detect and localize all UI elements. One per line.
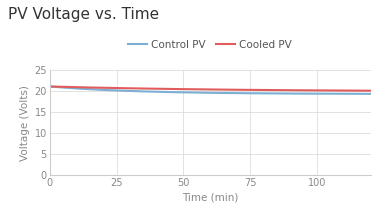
Cooled PV <box>47 85 52 88</box>
Control PV <box>193 91 197 94</box>
Cooled PV <box>289 89 293 92</box>
Cooled PV <box>104 87 109 89</box>
Cooled PV <box>262 89 266 91</box>
Text: PV Voltage vs. Time: PV Voltage vs. Time <box>8 7 159 21</box>
Cooled PV <box>368 89 373 92</box>
Cooled PV <box>130 87 134 90</box>
Cooled PV <box>193 88 197 91</box>
Control PV <box>236 92 241 94</box>
Control PV <box>262 92 266 95</box>
Line: Control PV: Control PV <box>50 87 371 94</box>
X-axis label: Time (min): Time (min) <box>182 192 238 202</box>
Control PV <box>47 85 52 88</box>
Legend: Control PV, Cooled PV: Control PV, Cooled PV <box>124 35 296 54</box>
Y-axis label: Voltage (Volts): Voltage (Volts) <box>20 85 30 161</box>
Cooled PV <box>236 88 241 91</box>
Line: Cooled PV: Cooled PV <box>50 87 371 91</box>
Control PV <box>130 90 134 92</box>
Control PV <box>289 92 293 95</box>
Control PV <box>368 92 373 95</box>
Control PV <box>104 89 109 91</box>
